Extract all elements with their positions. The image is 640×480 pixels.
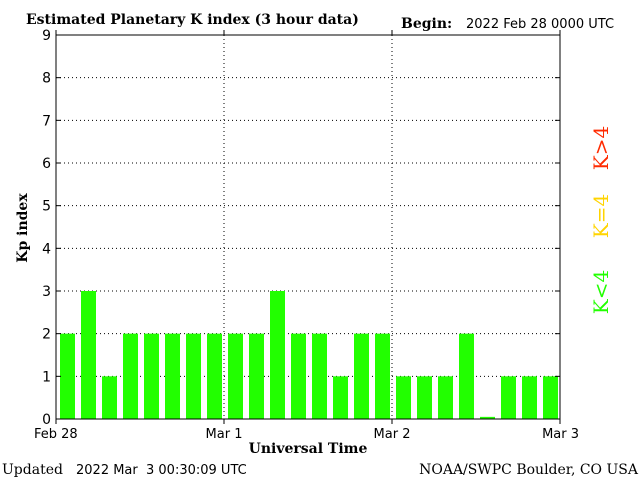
y-tick-label-8: 8 bbox=[42, 71, 51, 87]
y-tick-label-5: 5 bbox=[42, 199, 51, 215]
kp-bar-21 bbox=[501, 376, 516, 419]
legend-k-below-4: K<4 bbox=[589, 270, 613, 314]
y-tick-label-3: 3 bbox=[42, 284, 51, 300]
y-tick-labels: 0 1 2 3 4 5 6 7 8 9 bbox=[42, 28, 51, 428]
x-axis-label: Universal Time bbox=[249, 441, 368, 457]
chart-title: Estimated Planetary K index (3 hour data… bbox=[26, 12, 359, 28]
kp-bar-5 bbox=[165, 333, 180, 419]
kp-bar-16 bbox=[396, 376, 411, 419]
kp-bar-0 bbox=[60, 333, 75, 419]
plot-frame bbox=[55, 34, 561, 420]
kp-bar-3 bbox=[123, 333, 138, 419]
legend-k-equal-4: K=4 bbox=[589, 194, 613, 238]
x-tick-label-0: Feb 28 bbox=[34, 427, 78, 442]
y-tick-label-4: 4 bbox=[42, 241, 51, 257]
kp-bar-4 bbox=[144, 333, 159, 419]
begin-value: 2022 Feb 28 0000 UTC bbox=[466, 17, 614, 32]
begin-label: Begin: bbox=[401, 16, 452, 32]
kp-bar-2 bbox=[102, 376, 117, 419]
y-tick-label-1: 1 bbox=[42, 369, 51, 385]
kp-bar-17 bbox=[417, 376, 432, 419]
kp-bar-22 bbox=[522, 376, 537, 419]
y-axis-label: Kp index bbox=[15, 193, 31, 263]
updated-value: 2022 Mar 3 00:30:09 UTC bbox=[76, 463, 247, 478]
kp-bar-12 bbox=[312, 333, 327, 419]
kp-bar-18 bbox=[438, 376, 453, 419]
kp-bar-20 bbox=[480, 416, 495, 419]
kp-bar-10 bbox=[270, 291, 285, 419]
kp-bar-7 bbox=[207, 333, 222, 419]
kp-bar-13 bbox=[333, 376, 348, 419]
kp-bar-23 bbox=[543, 376, 558, 419]
credit-text: NOAA/SWPC Boulder, CO USA bbox=[419, 462, 639, 478]
kp-bar-1 bbox=[81, 291, 96, 419]
kp-bar-6 bbox=[186, 333, 201, 419]
y-tick-label-2: 2 bbox=[42, 327, 51, 343]
updated-label: Updated bbox=[2, 462, 63, 478]
x-tick-label-3: Mar 3 bbox=[542, 427, 579, 442]
y-tick-label-9: 9 bbox=[42, 28, 51, 44]
kp-bar-14 bbox=[354, 333, 369, 419]
plot-grid bbox=[56, 35, 560, 419]
x-tick-label-2: Mar 2 bbox=[374, 427, 411, 442]
y-tick-label-0: 0 bbox=[42, 412, 51, 428]
plot-axes bbox=[55, 30, 561, 424]
x-tick-labels: Feb 28 Mar 1 Mar 2 Mar 3 bbox=[34, 427, 579, 442]
kp-bar-15 bbox=[375, 333, 390, 419]
legend-k-above-4: K>4 bbox=[589, 126, 613, 170]
kp-bar-9 bbox=[249, 333, 264, 419]
x-tick-label-1: Mar 1 bbox=[206, 427, 243, 442]
y-tick-label-7: 7 bbox=[42, 113, 51, 129]
kp-bar-8 bbox=[228, 333, 243, 419]
kp-bar-11 bbox=[291, 333, 306, 419]
kp-bars bbox=[60, 291, 558, 419]
kp-bar-19 bbox=[459, 333, 474, 419]
y-tick-label-6: 6 bbox=[42, 156, 51, 172]
